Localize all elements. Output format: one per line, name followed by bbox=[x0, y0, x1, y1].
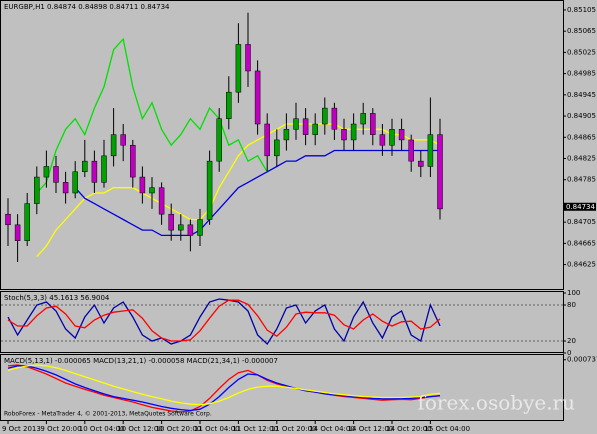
candle-body bbox=[427, 134, 434, 167]
candle-body bbox=[178, 224, 184, 231]
candle-body bbox=[197, 219, 203, 236]
candle-body bbox=[370, 113, 376, 135]
x-tick-label: 9 Oct 2013 bbox=[2, 425, 41, 433]
candle-body bbox=[322, 107, 328, 125]
candle-body bbox=[312, 123, 318, 135]
y-tick-label: 0.84865 bbox=[567, 133, 596, 141]
x-tick-label: 10 Oct 04:00 bbox=[79, 425, 125, 433]
indicator-line bbox=[74, 149, 440, 237]
candle-body bbox=[43, 166, 50, 178]
candle-body bbox=[187, 224, 194, 236]
candle-body bbox=[264, 123, 270, 157]
main-panel-frame bbox=[0, 0, 564, 290]
candle-body bbox=[91, 160, 98, 183]
candle-body bbox=[149, 187, 155, 194]
candle-body bbox=[158, 187, 165, 215]
indicator-line bbox=[7, 365, 441, 412]
candle-body bbox=[254, 70, 261, 125]
panel-title: Stoch(5,3,3) 45.1613 56.9004 bbox=[4, 294, 110, 302]
indicator-line bbox=[7, 364, 441, 413]
y-tick-label: 0.84785 bbox=[567, 176, 596, 184]
x-tick-label: 14 Oct 12:00 bbox=[348, 425, 394, 433]
x-tick-label: 11 Oct 12:00 bbox=[232, 425, 278, 433]
indicator-line bbox=[7, 364, 441, 406]
y-tick-label: 0.84825 bbox=[567, 154, 596, 162]
y-tick-label: 0 bbox=[567, 349, 571, 357]
candle-body bbox=[120, 134, 126, 146]
x-tick-label: 11 Oct 04:00 bbox=[194, 425, 240, 433]
indicator-line bbox=[7, 299, 441, 342]
candle-body bbox=[72, 171, 78, 194]
y-tick-label: 0.84945 bbox=[567, 91, 596, 99]
candle-body bbox=[293, 118, 299, 130]
candle-body bbox=[274, 139, 280, 157]
y-tick-label: 0.84665 bbox=[567, 239, 596, 247]
candle-body bbox=[14, 224, 21, 241]
x-tick-label: 10 Oct 12:00 bbox=[117, 425, 163, 433]
y-tick-label: 0.84625 bbox=[567, 261, 596, 269]
x-tick-label: 10 Oct 20:00 bbox=[156, 425, 202, 433]
candle-body bbox=[216, 118, 222, 162]
stoch-panel-frame bbox=[0, 291, 564, 353]
y-tick-label: 0.84985 bbox=[567, 70, 596, 78]
indicator-line bbox=[36, 37, 268, 194]
candle-body bbox=[437, 134, 443, 210]
x-tick-label: 11 Oct 20:00 bbox=[271, 425, 317, 433]
macd-panel-frame bbox=[0, 354, 564, 421]
y-tick-label: 0.85025 bbox=[567, 48, 596, 56]
panel-title: MACD(5,13,1) -0.000065 MACD(13,21,1) -0.… bbox=[4, 357, 278, 365]
candle-body bbox=[62, 182, 69, 194]
candle-body bbox=[360, 113, 366, 125]
x-tick-label: 14 Oct 20:00 bbox=[386, 425, 432, 433]
x-tick-label: 9 Oct 20:00 bbox=[40, 425, 81, 433]
candle-body bbox=[418, 160, 424, 167]
candle-body bbox=[331, 107, 338, 130]
candle-body bbox=[341, 129, 347, 141]
candle-body bbox=[130, 144, 136, 178]
candle-body bbox=[350, 123, 357, 141]
x-tick-label: 14 Oct 04:00 bbox=[309, 425, 355, 433]
panel-title: EURGBP,H1 0.84874 0.84898 0.84711 0.8473… bbox=[4, 3, 170, 11]
current-price-box bbox=[564, 202, 596, 211]
candle-body bbox=[24, 203, 30, 241]
y-tick-label: 0.84705 bbox=[567, 218, 596, 226]
candle-body bbox=[168, 213, 174, 231]
current-price-label: 0.84734 bbox=[566, 203, 595, 211]
y-tick-label: 0.84905 bbox=[567, 112, 596, 120]
candle-body bbox=[389, 129, 395, 146]
watermark: forex.osobye.ru bbox=[417, 391, 575, 415]
y-tick-label: 0.000737 bbox=[567, 356, 597, 364]
candle-body bbox=[302, 118, 309, 135]
candle-body bbox=[101, 155, 107, 183]
candle-body bbox=[379, 134, 386, 146]
candle-body bbox=[139, 176, 146, 194]
y-tick-label: 0.85065 bbox=[567, 27, 596, 35]
candle-body bbox=[34, 176, 40, 204]
candle-body bbox=[5, 213, 11, 226]
candle-body bbox=[206, 160, 213, 220]
candle-body bbox=[235, 44, 242, 93]
y-tick-label: 20 bbox=[567, 337, 576, 345]
y-tick-label: 80 bbox=[567, 301, 576, 309]
candle-body bbox=[226, 91, 232, 119]
y-tick-label: 100 bbox=[567, 289, 580, 297]
y-tick-label: 0.85105 bbox=[567, 6, 596, 14]
candle-body bbox=[398, 129, 405, 141]
candle-body bbox=[245, 44, 251, 72]
candle-body bbox=[283, 129, 290, 141]
x-tick-label: 15 Oct 04:00 bbox=[424, 425, 470, 433]
footer: RoboForex - MetaTrader 4, © 2001-2013, M… bbox=[4, 411, 212, 418]
candle-body bbox=[110, 134, 117, 157]
candle-body bbox=[408, 139, 414, 162]
candle-body bbox=[53, 166, 59, 183]
candle-body bbox=[82, 160, 88, 173]
